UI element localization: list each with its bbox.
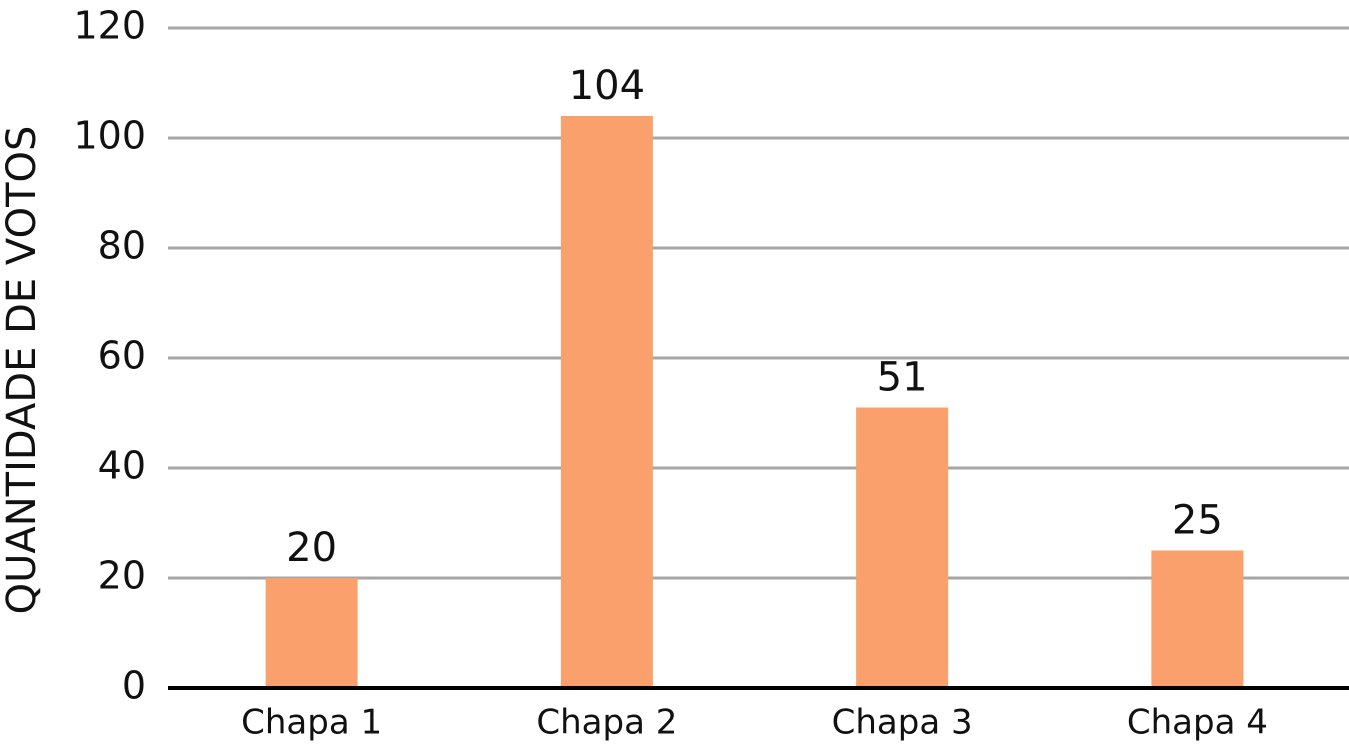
y-tick-label: 20 [98, 554, 146, 598]
data-label: 25 [1172, 498, 1223, 544]
y-axis-title: QUANTIDADE DE VOTOS [0, 126, 45, 615]
y-tick-label: 0 [122, 664, 146, 708]
y-tick-label: 40 [98, 444, 146, 488]
y-tick-label: 60 [98, 334, 146, 378]
data-label: 51 [877, 355, 928, 401]
bar [856, 407, 949, 688]
y-tick-label: 120 [73, 4, 146, 48]
bar [560, 116, 653, 688]
y-tick-label: 100 [73, 114, 146, 158]
data-label: 20 [286, 525, 337, 571]
x-tick-label: Chapa 4 [1127, 703, 1268, 743]
bar [265, 578, 358, 688]
bar [1151, 550, 1244, 688]
y-tick-label: 80 [98, 224, 146, 268]
x-tick-label: Chapa 1 [241, 703, 382, 743]
x-tick-label: Chapa 3 [832, 703, 973, 743]
x-tick-label: Chapa 2 [536, 703, 677, 743]
data-label: 104 [569, 63, 645, 109]
